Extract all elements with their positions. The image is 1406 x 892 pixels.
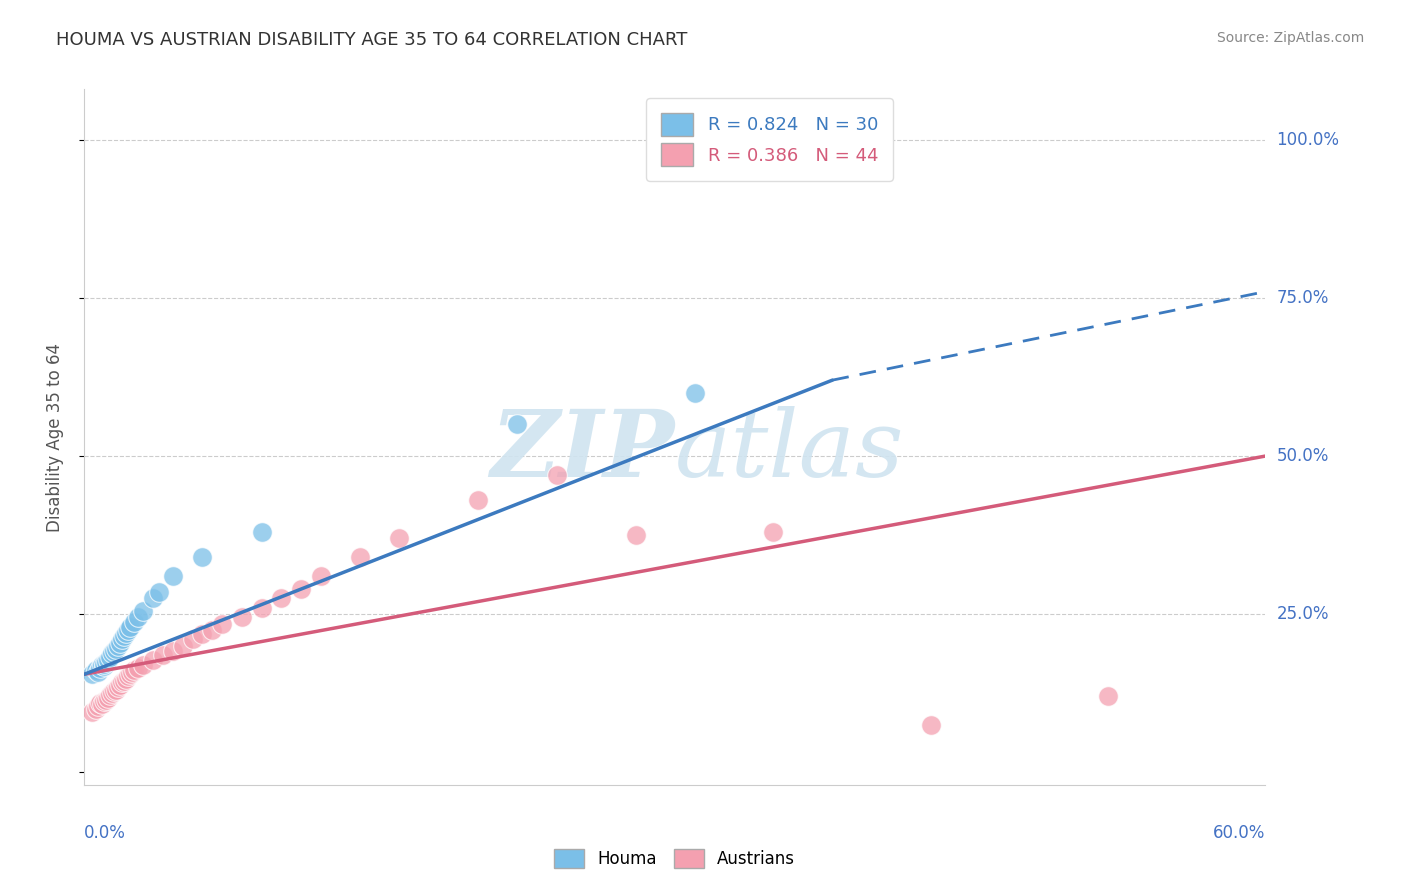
Point (118, 620, 141, 634)
Point (122, 615, 145, 629)
Text: 100.0%: 100.0% (1277, 131, 1340, 149)
Point (250, 600, 273, 615)
Point (122, 663, 145, 677)
Point (82, 667, 104, 681)
Point (87, 665, 110, 680)
Point (132, 657, 155, 672)
Point (111, 675, 134, 690)
Point (87, 698, 110, 713)
Point (84, 663, 107, 677)
Point (103, 644, 125, 658)
Point (94, 655, 117, 669)
Text: 75.0%: 75.0% (1277, 289, 1329, 307)
Point (117, 669, 139, 683)
Legend: Houma, Austrians: Houma, Austrians (548, 842, 801, 875)
Point (94, 692, 117, 706)
Point (98, 650, 121, 665)
Point (162, 569, 184, 583)
Point (82, 705, 104, 719)
Text: ZIP: ZIP (491, 406, 675, 496)
Point (127, 610, 149, 624)
Point (920, 718, 942, 732)
Point (1097, 690, 1119, 704)
Point (101, 647, 124, 661)
Point (309, 569, 332, 583)
Point (93, 657, 115, 671)
Point (250, 524, 273, 539)
Point (84, 702, 107, 716)
Point (107, 680, 129, 694)
Point (683, 385, 706, 400)
Point (127, 661, 149, 675)
Point (506, 417, 529, 432)
Point (290, 582, 312, 596)
Point (231, 610, 253, 624)
Text: 0.0%: 0.0% (84, 824, 127, 842)
Point (148, 585, 170, 599)
Point (93, 694, 115, 708)
Point (191, 550, 214, 565)
Point (91, 657, 114, 672)
Point (181, 632, 204, 647)
Point (91, 697, 114, 711)
Point (121, 665, 143, 680)
Point (93, 659, 115, 673)
Text: HOUMA VS AUSTRIAN DISABILITY AGE 35 TO 64 CORRELATION CHART: HOUMA VS AUSTRIAN DISABILITY AGE 35 TO 6… (56, 31, 688, 49)
Point (467, 493, 489, 508)
Point (142, 653, 165, 667)
Point (142, 591, 165, 606)
Point (349, 550, 371, 565)
Point (546, 468, 568, 483)
Point (152, 648, 174, 663)
Point (118, 667, 141, 681)
Point (112, 629, 135, 643)
Point (114, 672, 136, 686)
Text: 60.0%: 60.0% (1213, 824, 1265, 842)
Point (107, 639, 129, 653)
Point (111, 632, 134, 647)
Point (388, 531, 411, 545)
Point (270, 591, 292, 606)
Point (97, 690, 120, 705)
Point (201, 623, 224, 637)
Text: 25.0%: 25.0% (1277, 605, 1329, 624)
Legend: R = 0.824   N = 30, R = 0.386   N = 44: R = 0.824 N = 30, R = 0.386 N = 44 (647, 98, 893, 181)
Point (211, 616, 233, 631)
Text: atlas: atlas (675, 406, 904, 496)
Point (191, 627, 214, 641)
Text: 50.0%: 50.0% (1277, 447, 1329, 465)
Point (132, 604, 155, 618)
Point (108, 678, 131, 692)
Y-axis label: Disability Age 35 to 64: Disability Age 35 to 64 (45, 343, 63, 532)
Point (103, 684, 125, 698)
Point (114, 626, 136, 640)
Point (162, 644, 184, 658)
Point (104, 642, 127, 657)
Point (98, 688, 121, 702)
Point (89, 696, 111, 710)
Text: Source: ZipAtlas.com: Source: ZipAtlas.com (1216, 31, 1364, 45)
Point (101, 686, 124, 700)
Point (112, 673, 135, 688)
Point (117, 623, 139, 637)
Point (104, 683, 127, 698)
Point (97, 653, 120, 667)
Point (89, 661, 111, 675)
Point (108, 635, 131, 649)
Point (624, 528, 647, 542)
Point (762, 524, 785, 539)
Point (172, 639, 194, 653)
